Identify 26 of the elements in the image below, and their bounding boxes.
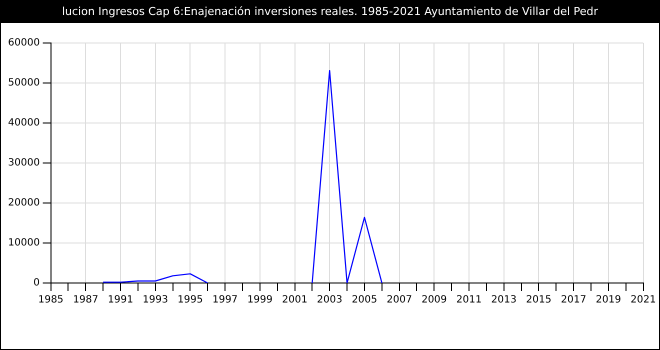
x-tick-label: 2001 [282,294,308,306]
x-tick-label: 2017 [560,294,586,306]
x-tick-label: 1993 [142,294,168,306]
x-tick-label: 2005 [352,294,378,306]
y-tick-label: 10000 [8,238,40,249]
x-tick-label: 1999 [247,294,273,306]
x-tick-label: 2019 [596,294,622,306]
x-tick-label: 2009 [421,294,447,306]
x-tick-label: 1991 [108,294,134,306]
x-tick-label: 2007 [386,294,412,306]
x-tick-label: 1995 [177,294,203,306]
x-tick-label: 2013 [491,294,517,306]
y-tick-label: 0 [33,278,40,289]
x-tick-label: 2021 [630,294,656,306]
y-tick-label: 50000 [8,78,40,89]
y-tick-label: 30000 [8,158,40,169]
x-tick-label: 1987 [72,294,98,306]
x-tick-label: 1997 [212,294,238,306]
y-tick-label: 20000 [8,198,40,209]
x-tick-label: 1985 [38,294,64,306]
x-tick-label: 2003 [316,294,342,306]
y-tick-label: 40000 [8,118,40,129]
chart-title: lucion Ingresos Cap 6:Enajenación inversiones reales. 1985-2021 Ayuntamiento de Villar del Pedr [1,1,659,23]
x-tick-label: 2015 [526,294,552,306]
y-tick-label: 60000 [8,38,40,49]
x-tick-label: 2011 [456,294,482,306]
